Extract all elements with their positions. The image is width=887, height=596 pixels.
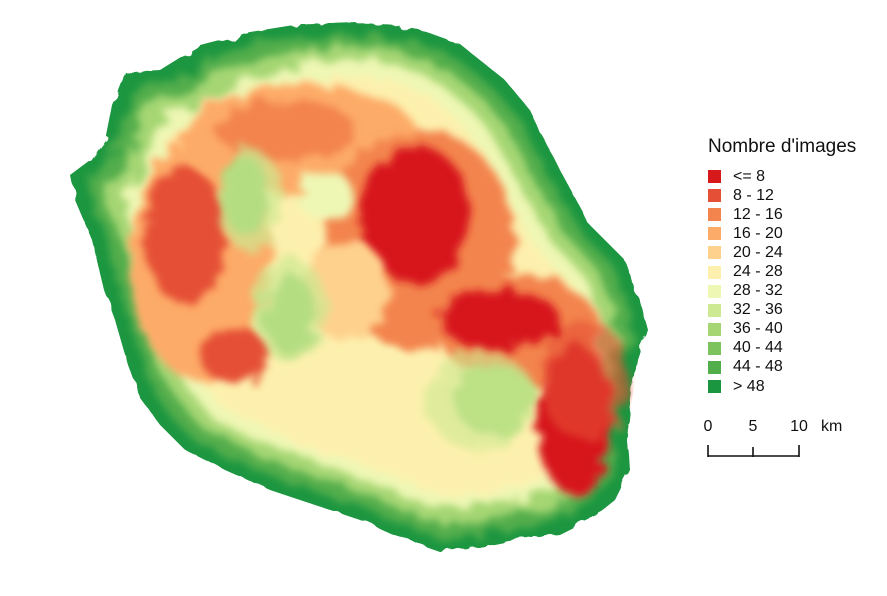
plaine-light [425, 350, 535, 450]
scale-bar-line [707, 445, 800, 457]
legend-item: 8 - 12 [708, 186, 883, 205]
island-map [70, 22, 648, 552]
legend-swatch [708, 322, 721, 336]
legend-label: 36 - 40 [733, 320, 783, 338]
cirque-cilaos-light [254, 258, 326, 362]
west-highlands-red [145, 165, 225, 305]
scale-bar: 0 5 10 km [700, 414, 875, 464]
legend-label: 16 - 20 [733, 224, 783, 242]
legend-item: 28 - 32 [708, 282, 883, 301]
legend-label: 24 - 28 [733, 263, 783, 281]
scale-tick-0: 0 [703, 418, 713, 435]
legend-swatch [708, 265, 721, 279]
legend-item: 44 - 48 [708, 358, 883, 377]
legend-item: 24 - 28 [708, 262, 883, 281]
legend-swatch [708, 246, 721, 260]
legend-item: 40 - 44 [708, 339, 883, 358]
legend-label: 32 - 36 [733, 301, 783, 319]
legend-swatch [708, 380, 721, 394]
legend-label: 12 - 16 [733, 205, 783, 223]
legend-label: 28 - 32 [733, 282, 783, 300]
southwest-red [200, 327, 270, 383]
legend-swatch [708, 170, 721, 184]
north-center-red [215, 100, 355, 160]
legend-item: > 48 [708, 377, 883, 396]
legend-label: 40 - 44 [733, 339, 783, 357]
legend-item: 16 - 20 [708, 224, 883, 243]
legend-item: 20 - 24 [708, 243, 883, 262]
legend-swatch [708, 341, 721, 355]
legend-title: Nombre d'images [708, 136, 857, 157]
center-red [360, 145, 470, 285]
legend-item: <= 8 [708, 167, 883, 186]
legend-swatch [708, 360, 721, 374]
legend-swatch [708, 189, 721, 203]
legend-item: 36 - 40 [708, 320, 883, 339]
legend-swatch [708, 227, 721, 241]
scale-unit: km [821, 418, 843, 435]
legend-label: 44 - 48 [733, 358, 783, 376]
cirque-mafate-light [218, 148, 282, 252]
scale-tick-10: 10 [790, 418, 808, 435]
map-area [70, 22, 648, 552]
east-ridge-red [440, 290, 560, 350]
legend-label: > 48 [733, 377, 765, 395]
south-center-yellow [270, 345, 430, 455]
legend-swatch [708, 303, 721, 317]
legend-item: 12 - 16 [708, 205, 883, 224]
legend-label: <= 8 [733, 167, 766, 185]
legend-label: 8 - 12 [733, 186, 774, 204]
legend-swatch [708, 284, 721, 298]
legend-label: 20 - 24 [733, 243, 783, 261]
southeast-volcano-orange [540, 320, 630, 440]
cirque-salazie-light [297, 170, 353, 220]
legend-swatch [708, 208, 721, 222]
scale-tick-5: 5 [748, 418, 758, 435]
legend-item: 32 - 36 [708, 301, 883, 320]
